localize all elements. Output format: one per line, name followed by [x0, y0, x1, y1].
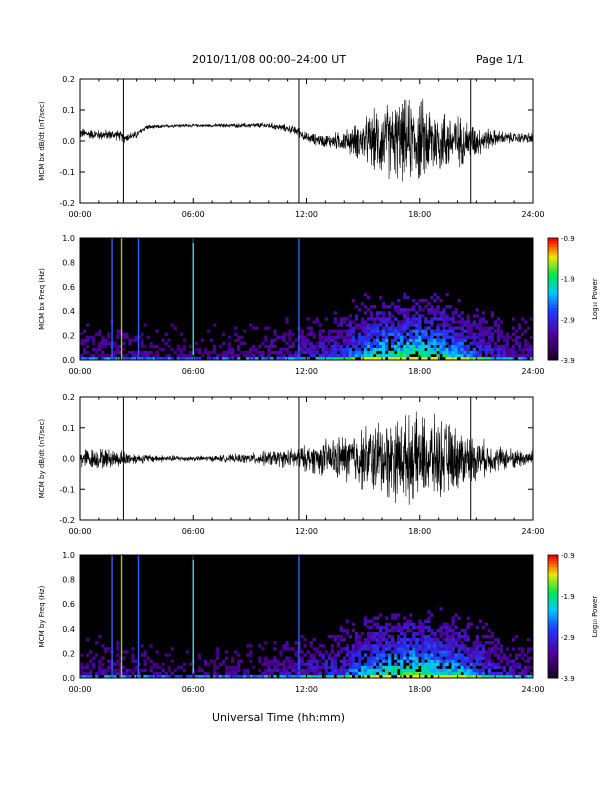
y-axis-label: MCM by dB/dt (nT/sec)	[38, 419, 46, 499]
colorbar-tick-label: -3.9	[561, 675, 575, 683]
y-tick-label: 0.0	[62, 137, 75, 146]
x-tick-label: 24:00	[521, 685, 544, 694]
trace-line	[79, 411, 534, 505]
x-tick-label: 12:00	[295, 527, 318, 536]
x-tick-label: 12:00	[295, 367, 318, 376]
page-title: 2010/11/08 00:00–24:00 UT	[192, 53, 347, 66]
y-tick-label: -0.1	[59, 168, 75, 177]
y-tick-label: 0.0	[62, 674, 75, 683]
x-tick-label: 06:00	[182, 367, 205, 376]
x-tick-label: 06:00	[182, 210, 205, 219]
x-tick-label: 00:00	[68, 210, 91, 219]
y-tick-label: 0.6	[62, 283, 75, 292]
x-tick-label: 24:00	[521, 367, 544, 376]
y-tick-label: 0.2	[62, 649, 75, 658]
x-tick-label: 00:00	[68, 527, 91, 536]
plot-frame	[79, 78, 534, 204]
colorbar-label: Log₁₀ Power	[591, 278, 599, 320]
y-tick-label: 0.2	[62, 75, 75, 84]
y-tick-label: 0.2	[62, 393, 75, 402]
y-axis-label: MCM by Freq (Hz)	[38, 585, 46, 647]
colorbar-tick-label: -3.9	[561, 357, 575, 365]
colorbar-frame	[547, 237, 559, 361]
x-tick-label: 18:00	[408, 367, 431, 376]
x-tick-label: 24:00	[521, 527, 544, 536]
y-tick-label: 0.2	[62, 332, 75, 341]
y-axis-label: MCM bx Freq (Hz)	[38, 268, 46, 330]
colorbar-tick-label: -2.9	[561, 634, 575, 642]
x-tick-label: 12:00	[295, 210, 318, 219]
y-tick-label: 0.8	[62, 258, 75, 267]
colorbar-frame	[547, 554, 559, 679]
y-tick-label: -0.2	[59, 516, 75, 525]
colorbar-tick-label: -2.9	[561, 316, 575, 324]
x-tick-label: 06:00	[182, 685, 205, 694]
x-tick-label: 12:00	[295, 685, 318, 694]
panel-axes-4: 00:00 06:00 12:00 18:00 24:00 1.0 0.8 0.6 0.4 0.2…	[38, 551, 545, 694]
colorbar-tick-label: -1.9	[561, 276, 575, 284]
spectrogram-4	[80, 555, 534, 679]
x-tick-label: 00:00	[68, 367, 91, 376]
y-tick-label: 0.4	[62, 307, 75, 316]
x-tick-label: 18:00	[408, 527, 431, 536]
y-tick-label: 0.0	[62, 356, 75, 365]
x-tick-label: 06:00	[182, 527, 205, 536]
colorbar-tick-label: -1.9	[561, 593, 575, 601]
y-tick-label: 0.1	[62, 424, 75, 433]
y-tick-label: 0.0	[62, 455, 75, 464]
x-tick-label: 18:00	[408, 685, 431, 694]
y-axis-label: MCM bx dB/dt (nT/sec)	[38, 101, 46, 181]
y-tick-label: 1.0	[62, 551, 75, 560]
y-tick-label: 0.4	[62, 625, 75, 634]
x-tick-label: 18:00	[408, 210, 431, 219]
y-tick-label: -0.2	[59, 199, 75, 208]
panel-axes-3: 00:00 06:00 12:00 18:00 24:00 0.2 0.1 0.0 -0.1 -0…	[38, 393, 545, 536]
colorbar-label: Log₁₀ Power	[591, 596, 599, 638]
trace-line	[79, 98, 534, 182]
colorbar-tick-label: -0.9	[561, 235, 575, 243]
panel-axes-2: 00:00 06:00 12:00 18:00 24:00 1.0 0.8 0.6 0.4 0.2…	[38, 234, 545, 376]
x-tick-label: 00:00	[68, 685, 91, 694]
page-number: Page 1/1	[476, 53, 524, 66]
y-tick-label: -0.1	[59, 485, 75, 494]
x-tick-label: 24:00	[521, 210, 544, 219]
spectrogram-2	[80, 238, 534, 361]
y-tick-label: 0.6	[62, 600, 75, 609]
x-axis-title: Universal Time (hh:mm)	[212, 711, 345, 724]
y-tick-label: 0.8	[62, 576, 75, 585]
colorbar: -0.9 -1.9 -2.9 -3.9 Log₁₀ Power	[547, 552, 599, 683]
y-tick-label: 0.1	[62, 106, 75, 115]
y-tick-label: 1.0	[62, 234, 75, 243]
colorbar-tick-label: -0.9	[561, 552, 575, 560]
colorbar: -0.9 -1.9 -2.9 -3.9 Log₁₀ Power	[547, 235, 599, 365]
panel-axes-1: 00:00 06:00 12:00 18:00 24:00 0.2 0.1 0.0 -0.1 -0…	[38, 75, 545, 219]
